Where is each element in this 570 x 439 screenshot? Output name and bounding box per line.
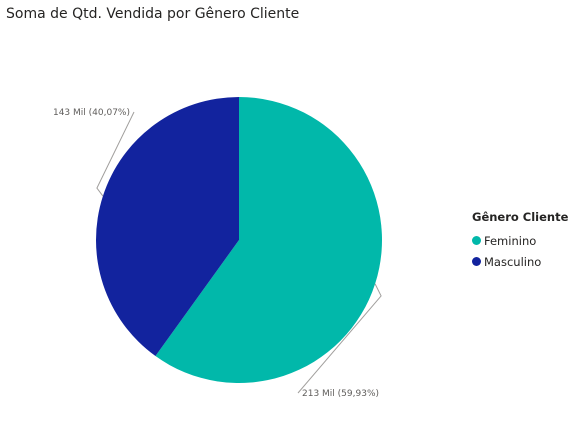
legend-item-feminino[interactable]: Feminino xyxy=(472,230,568,251)
legend-item-masculino[interactable]: Masculino xyxy=(472,251,568,272)
legend-title: Gênero Cliente xyxy=(472,210,569,224)
legend-dot-masculino xyxy=(472,257,481,266)
chart-title: Soma de Qtd. Vendida por Gênero Cliente xyxy=(6,6,300,22)
legend-label-feminino: Feminino xyxy=(484,233,537,248)
legend-dot-feminino xyxy=(472,236,481,245)
legend: Gênero Cliente Feminino Masculino xyxy=(472,210,568,272)
pie-slice-masculino[interactable] xyxy=(96,97,240,357)
pie-slice-feminino[interactable] xyxy=(155,97,382,383)
data-label-feminino: 213 Mil (59,93%) xyxy=(302,389,379,399)
leader-line-feminino xyxy=(297,283,382,394)
legend-label-masculino: Masculino xyxy=(484,254,542,269)
data-label-masculino: 143 Mil (40,07%) xyxy=(53,108,130,118)
leader-line-masculino xyxy=(96,111,135,197)
